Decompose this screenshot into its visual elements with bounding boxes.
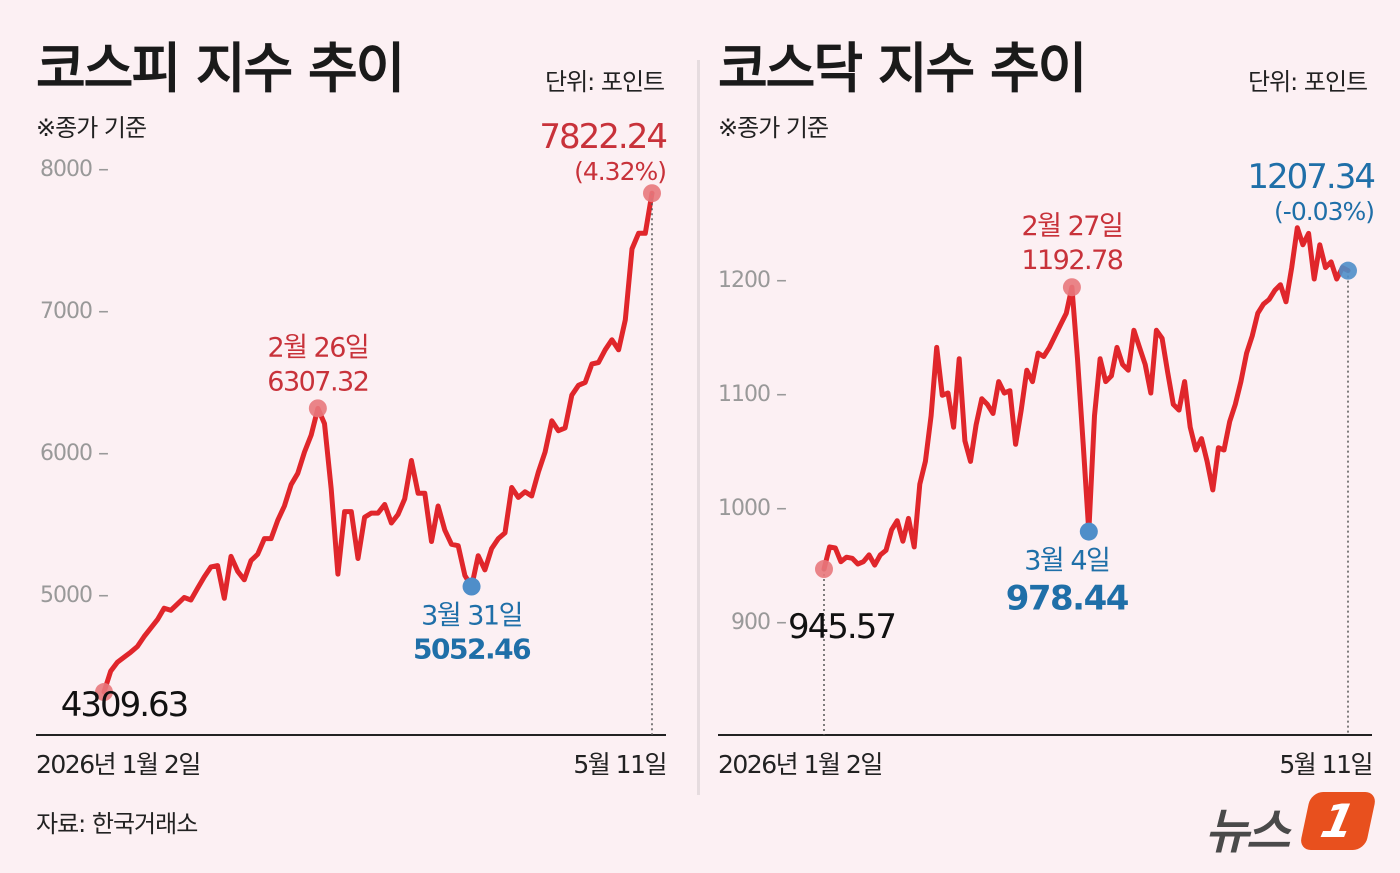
kospi-title: 코스피 지수 추이 (36, 37, 405, 100)
kosdaq-title: 코스닥 지수 추이 (718, 37, 1087, 100)
start-value-label: 945.57 (788, 607, 895, 647)
x-start-label: 2026년 1월 2일 (718, 750, 882, 779)
end-change-label: (4.32%) (574, 157, 666, 186)
low-value-label: 5052.46 (413, 633, 530, 666)
y-tick-label: 8000 – (40, 157, 108, 182)
start-point-marker (95, 683, 113, 702)
low-point-marker (1079, 522, 1098, 541)
peak-point-marker (308, 399, 327, 418)
y-tick-label: 1000 – (718, 496, 786, 521)
peak-point-marker (1062, 278, 1081, 297)
y-tick-label: 1100 – (718, 382, 786, 407)
logo-badge-number: 1 (1316, 794, 1360, 848)
end-point-marker (643, 184, 661, 203)
peak-value-label: 6307.32 (267, 366, 368, 397)
kospi-chart: 5000 – 6000 – 7000 – 8000 – 4309.63 2월 26일630… (36, 117, 668, 779)
source-note: 자료: 한국거래소 (36, 810, 198, 838)
x-end-label: 5월 11일 (1279, 750, 1372, 779)
low-date-label: 3월 31일 (421, 601, 522, 632)
kosdaq-panel: 코스닥 지수 추이 단위: 포인트 ※종가 기준 900 – 1000 – 1100… (700, 0, 1400, 873)
y-tick-label: 900 – (731, 610, 786, 635)
peak-value-label: 1192.78 (1021, 245, 1122, 276)
kospi-panel: 코스피 지수 추이 단위: 포인트 ※종가 기준 5000 – 6000 – 700… (36, 37, 668, 779)
kospi-basis-note: ※종가 기준 (36, 114, 147, 142)
peak-date-label: 2월 27일 (1022, 211, 1123, 242)
low-date-label: 3월 4일 (1024, 546, 1109, 577)
start-point-marker (815, 560, 833, 579)
y-tick-label: 6000 – (40, 441, 108, 466)
kosdaq-unit-label: 단위: 포인트 (1248, 68, 1368, 96)
x-end-label: 5월 11일 (573, 750, 666, 779)
logo-badge: 1 (1298, 792, 1378, 850)
end-point-marker (1339, 261, 1357, 280)
end-change-label: (-0.03%) (1274, 197, 1374, 226)
y-tick-label: 7000 – (40, 299, 108, 324)
logo-text: 뉴스 (1205, 804, 1290, 860)
low-point-marker (462, 577, 481, 596)
news1-logo: 뉴스 1 (1205, 792, 1378, 860)
x-start-label: 2026년 1월 2일 (36, 750, 200, 779)
kospi-unit-label: 단위: 포인트 (545, 68, 665, 96)
series-line (101, 190, 655, 695)
end-value-label: 1207.34 (1247, 157, 1374, 197)
low-value-label: 978.44 (1006, 579, 1129, 619)
kosdaq-basis-note: ※종가 기준 (718, 114, 829, 142)
kosdaq-chart: 900 – 1000 – 1100 – 1200 – 945.57 2월 27일1192.… (718, 157, 1376, 779)
start-value-label: 4309.63 (61, 685, 188, 725)
y-tick-label: 5000 – (40, 583, 108, 608)
peak-date-label: 2월 26일 (267, 332, 368, 363)
series-line (821, 225, 1351, 572)
end-value-label: 7822.24 (539, 117, 666, 157)
y-tick-label: 1200 – (718, 268, 786, 293)
panel-divider (697, 60, 700, 795)
